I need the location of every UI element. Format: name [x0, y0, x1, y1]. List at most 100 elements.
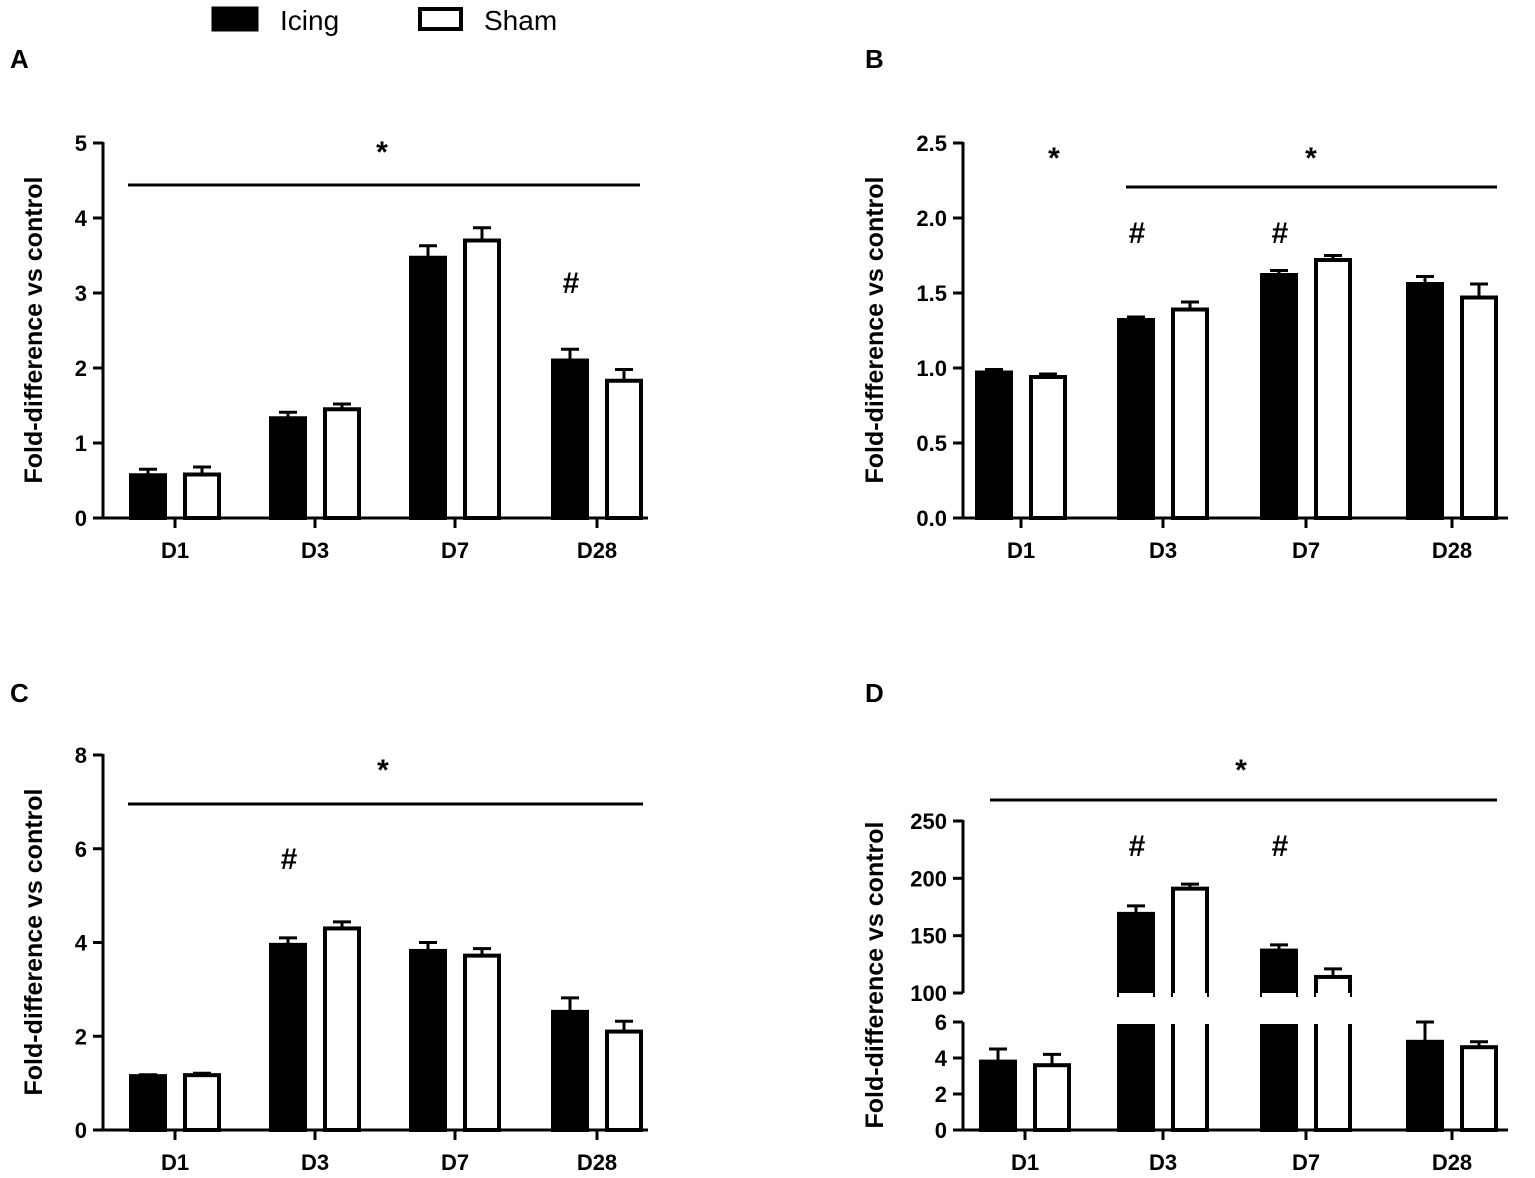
significance-star: * — [1048, 142, 1060, 175]
y-tick-label: 6 — [75, 837, 87, 862]
significance-star: * — [376, 136, 388, 169]
bar-sham — [1171, 307, 1209, 520]
y-axis-label: Fold-difference vs control — [861, 177, 889, 484]
x-tick-label: D3 — [301, 538, 329, 563]
y-tick-label: 4 — [75, 206, 88, 231]
y-tick-label-upper: 250 — [910, 809, 947, 834]
x-tick-label: D28 — [577, 1150, 617, 1175]
y-tick-label: 2.0 — [916, 206, 947, 231]
bar-icing-lower — [1260, 1020, 1298, 1132]
legend-label-icing: Icing — [280, 5, 339, 36]
panel-label-d: D — [865, 678, 884, 708]
bar-icing — [129, 1074, 167, 1132]
panel-label-b: B — [865, 44, 884, 74]
y-tick-label: 1 — [75, 431, 87, 456]
x-tick-label: D7 — [1292, 538, 1320, 563]
significance-hash: # — [1129, 217, 1146, 250]
legend-label-sham: Sham — [484, 5, 557, 36]
bar-icing — [269, 942, 307, 1132]
bar-icing — [551, 1009, 589, 1132]
bar-sham — [605, 1029, 643, 1132]
y-axis-label: Fold-difference vs control — [20, 177, 48, 484]
bar-sham — [1029, 375, 1067, 520]
bar-icing — [409, 948, 447, 1132]
y-tick-label: 1.0 — [916, 356, 947, 381]
legend-swatch-icing — [211, 6, 259, 32]
bar-icing — [1260, 273, 1298, 520]
y-tick-label-upper: 100 — [910, 981, 947, 1006]
y-axis-label: Fold-difference vs control — [20, 789, 48, 1096]
chart-panel-c: 0 2 4 6 8 D1 D3 D7 D28 * # Fold-difference vs contr… — [20, 743, 648, 1175]
y-axis-label: Fold-difference vs control — [861, 822, 889, 1129]
x-tick-label: D1 — [1007, 538, 1035, 563]
x-tick-label: D7 — [1292, 1150, 1320, 1175]
bar-icing — [409, 255, 447, 520]
x-tick-label: D28 — [577, 538, 617, 563]
significance-hash: # — [563, 267, 580, 300]
significance-star: * — [1305, 142, 1317, 175]
bar-icing-upper — [1260, 948, 1298, 997]
bar-icing — [269, 416, 307, 520]
x-tick-label: D3 — [301, 1150, 329, 1175]
x-tick-label: D28 — [1432, 1150, 1472, 1175]
y-tick-label-lower: 6 — [935, 1010, 947, 1035]
significance-hash: # — [1272, 830, 1289, 863]
y-tick-label: 5 — [75, 131, 87, 156]
bar-icing — [551, 358, 589, 520]
bar-sham — [1033, 1063, 1071, 1132]
x-tick-label: D3 — [1149, 538, 1177, 563]
y-tick-label: 8 — [75, 743, 87, 768]
significance-hash: # — [281, 843, 298, 876]
x-tick-label: D28 — [1432, 538, 1472, 563]
significance-hash: # — [1129, 830, 1146, 863]
bar-sham — [463, 238, 501, 520]
bar-sham — [323, 407, 361, 520]
bar-icing — [1406, 282, 1444, 520]
y-tick-label: 0.5 — [916, 431, 947, 456]
bar-sham — [1314, 258, 1352, 520]
bar-sham — [1460, 295, 1498, 520]
bar-sham-upper — [1171, 886, 1209, 997]
y-tick-label: 2 — [75, 356, 87, 381]
bar-sham — [463, 953, 501, 1132]
y-tick-label-upper: 200 — [910, 866, 947, 891]
x-tick-label: D1 — [1011, 1150, 1039, 1175]
y-tick-label: 1.5 — [916, 281, 947, 306]
y-tick-label: 2.5 — [916, 131, 947, 156]
bar-sham-lower — [1314, 1020, 1352, 1132]
y-tick-label: 0 — [75, 1118, 87, 1143]
y-tick-label-upper: 150 — [910, 924, 947, 949]
x-tick-label: D7 — [441, 538, 469, 563]
legend: Icing Sham — [211, 5, 557, 36]
bar-sham — [323, 926, 361, 1132]
legend-swatch-sham — [418, 7, 463, 31]
bar-icing-lower — [1117, 1020, 1155, 1132]
x-tick-label: D1 — [161, 538, 189, 563]
panel-label-c: C — [10, 678, 29, 708]
y-tick-label-lower: 4 — [935, 1046, 948, 1071]
bar-sham — [605, 378, 643, 520]
x-tick-label: D1 — [161, 1150, 189, 1175]
chart-panel-d: 100 150 200 250 0 2 4 6 D1 D3 D7 D28 * # # Fold-differe… — [861, 754, 1508, 1175]
x-tick-label: D3 — [1149, 1150, 1177, 1175]
y-tick-label: 0 — [75, 506, 87, 531]
x-tick-label: D7 — [441, 1150, 469, 1175]
significance-hash: # — [1272, 217, 1289, 250]
bar-sham-upper — [1314, 974, 1352, 997]
chart-panel-b: 0.0 0.5 1.0 1.5 2.0 2.5 D1 D3 D7 D28 * * # # Fold-diff… — [861, 131, 1508, 563]
bar-icing — [1117, 318, 1155, 520]
bar-icing-upper — [1117, 911, 1155, 998]
y-tick-label: 4 — [75, 931, 88, 956]
bar-icing — [979, 1059, 1017, 1132]
bar-icing — [975, 370, 1013, 520]
bar-sham — [1460, 1045, 1498, 1132]
bar-sham-lower — [1171, 1020, 1209, 1132]
bar-sham — [183, 1073, 221, 1132]
y-tick-label: 0.0 — [916, 506, 947, 531]
bar-sham — [183, 472, 221, 520]
y-tick-label-lower: 2 — [935, 1082, 947, 1107]
significance-star: * — [377, 754, 389, 787]
bar-icing — [1406, 1039, 1444, 1133]
panel-label-a: A — [10, 44, 29, 74]
